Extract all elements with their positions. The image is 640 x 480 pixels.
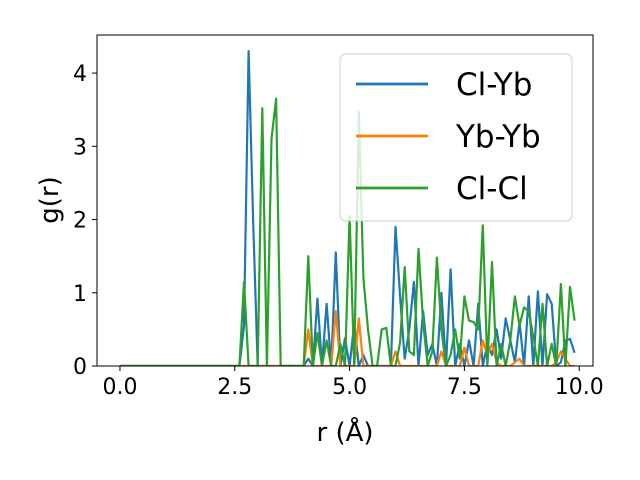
x-tick-label: 2.5 bbox=[217, 375, 252, 400]
y-tick-label: 2 bbox=[73, 209, 87, 234]
legend-box bbox=[339, 53, 573, 222]
y-tick-label: 1 bbox=[73, 282, 87, 307]
legend: Cl-Yb Yb-Yb Cl-Cl bbox=[339, 53, 573, 222]
series-layer bbox=[120, 49, 576, 366]
x-tick-label: 7.5 bbox=[447, 375, 482, 400]
x-axis-label: r (Å) bbox=[316, 416, 373, 448]
y-tick-label: 4 bbox=[73, 62, 87, 87]
legend-label: Yb-Yb bbox=[455, 119, 541, 155]
y-tick-label: 0 bbox=[73, 355, 87, 380]
y-axis-label: g(r) bbox=[35, 176, 65, 223]
series-line-cl-yb bbox=[120, 49, 576, 366]
legend-label: Cl-Yb bbox=[456, 67, 532, 103]
series-line-yb-yb bbox=[120, 310, 575, 366]
series-line-cl-cl bbox=[120, 97, 576, 366]
x-tick-label: 10.0 bbox=[555, 375, 604, 400]
y-axis: 0 1 2 3 4 bbox=[73, 62, 97, 380]
x-tick-label: 5.0 bbox=[332, 375, 367, 400]
x-tick-label: 0.0 bbox=[102, 375, 137, 400]
y-tick-label: 3 bbox=[73, 135, 87, 160]
plot-frame bbox=[96, 34, 594, 367]
legend-label: Cl-Cl bbox=[456, 171, 528, 207]
x-axis: 0.0 2.5 5.0 7.5 10.0 bbox=[102, 366, 604, 400]
